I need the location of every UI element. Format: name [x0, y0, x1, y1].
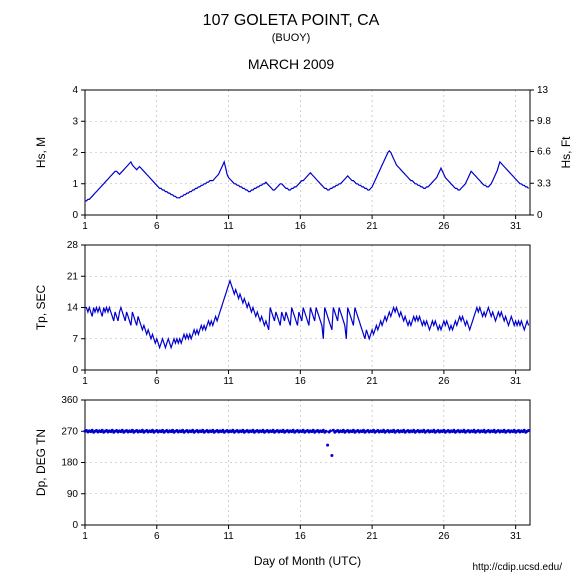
- svg-text:21: 21: [367, 531, 379, 542]
- svg-text:6.6: 6.6: [537, 147, 551, 158]
- svg-text:21: 21: [367, 221, 379, 232]
- svg-text:1: 1: [72, 179, 78, 190]
- svg-text:16: 16: [295, 376, 307, 387]
- svg-text:180: 180: [61, 458, 78, 469]
- svg-text:26: 26: [438, 221, 450, 232]
- svg-text:4: 4: [72, 85, 78, 96]
- svg-text:28: 28: [67, 240, 79, 251]
- svg-text:6: 6: [154, 221, 160, 232]
- svg-text:7: 7: [72, 334, 78, 345]
- svg-text:6: 6: [154, 531, 160, 542]
- svg-text:31: 31: [510, 221, 522, 232]
- svg-text:Hs, M: Hs, M: [34, 137, 48, 168]
- svg-text:270: 270: [61, 426, 78, 437]
- svg-text:6: 6: [154, 376, 160, 387]
- svg-text:11: 11: [223, 221, 234, 232]
- svg-text:9.8: 9.8: [537, 116, 551, 127]
- svg-text:1: 1: [82, 531, 88, 542]
- svg-text:0: 0: [72, 520, 78, 531]
- svg-text:3.3: 3.3: [537, 178, 551, 189]
- svg-text:1: 1: [82, 221, 88, 232]
- svg-text:Day of Month (UTC): Day of Month (UTC): [254, 554, 361, 568]
- svg-text:16: 16: [295, 531, 307, 542]
- svg-text:11: 11: [223, 531, 234, 542]
- svg-text:3: 3: [72, 116, 78, 127]
- chart-plot: 01234Hs, M03.36.69.813Hs, Ft161116212631…: [0, 0, 582, 581]
- svg-text:26: 26: [438, 531, 450, 542]
- svg-text:Dp, DEG TN: Dp, DEG TN: [34, 429, 48, 496]
- svg-text:1: 1: [82, 376, 88, 387]
- svg-text:Tp, SEC: Tp, SEC: [34, 285, 48, 331]
- svg-text:0: 0: [72, 210, 78, 221]
- footer-url: http://cdip.ucsd.edu/: [472, 562, 562, 573]
- svg-text:2: 2: [72, 148, 78, 159]
- svg-text:31: 31: [510, 531, 522, 542]
- svg-text:0: 0: [72, 365, 78, 376]
- svg-text:21: 21: [367, 376, 379, 387]
- svg-text:Hs, Ft: Hs, Ft: [559, 136, 573, 169]
- svg-text:21: 21: [67, 271, 79, 282]
- svg-text:360: 360: [61, 395, 78, 406]
- svg-text:90: 90: [67, 489, 79, 500]
- svg-text:14: 14: [67, 303, 79, 314]
- svg-text:11: 11: [223, 376, 234, 387]
- svg-text:31: 31: [510, 376, 522, 387]
- svg-text:26: 26: [438, 376, 450, 387]
- svg-text:0: 0: [537, 210, 543, 221]
- svg-text:16: 16: [295, 221, 307, 232]
- svg-text:13: 13: [537, 85, 549, 96]
